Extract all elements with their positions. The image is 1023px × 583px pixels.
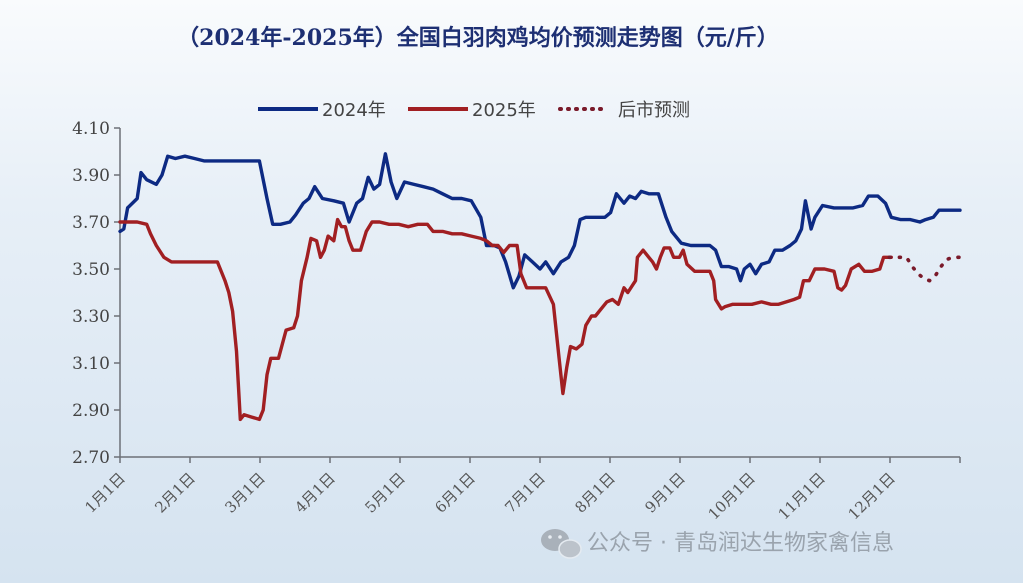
x-tick-label: 11月1日 — [775, 469, 829, 523]
wechat-icon — [541, 529, 582, 559]
y-tick-label: 3.10 — [72, 354, 110, 374]
x-tick-label: 10月1日 — [705, 469, 759, 523]
series-line-2025 — [118, 217, 893, 422]
watermark-text: 公众号 · 青岛润达生物家禽信息 — [587, 531, 894, 556]
y-tick-label: 3.90 — [72, 166, 110, 186]
legend-label-2024: 2024年 — [322, 100, 386, 121]
legend-label-forecast: 后市预测 — [618, 100, 690, 121]
series-line-forecast — [887, 255, 962, 283]
series-line-2024 — [118, 152, 962, 290]
legend: 2024年 2025年 后市预测 — [258, 100, 690, 121]
x-tick-label: 2月1日 — [151, 469, 198, 516]
chart-title: （2024年-2025年）全国白羽肉鸡均价预测走势图（元/斤） — [177, 25, 779, 51]
x-tick-label: 3月1日 — [221, 469, 268, 516]
plot-area — [118, 152, 962, 422]
y-tick-label: 4.10 — [72, 119, 110, 139]
x-tick-label: 5月1日 — [361, 469, 408, 516]
x-tick-label: 6月1日 — [431, 469, 478, 516]
x-tick-label: 9月1日 — [641, 469, 688, 516]
x-tick-label: 4月1日 — [291, 469, 338, 516]
y-tick-label: 3.50 — [72, 260, 110, 280]
x-tick-label: 8月1日 — [571, 469, 618, 516]
y-tick-label: 3.70 — [72, 213, 110, 233]
y-tick-label: 2.70 — [72, 448, 110, 468]
y-tick-label: 2.90 — [72, 401, 110, 421]
x-tick-label: 12月1日 — [845, 469, 899, 523]
watermark: 公众号 · 青岛润达生物家禽信息 — [541, 529, 894, 559]
x-tick-label: 7月1日 — [501, 469, 548, 516]
legend-label-2025: 2025年 — [472, 100, 536, 121]
y-tick-label: 3.30 — [72, 307, 110, 327]
x-tick-label: 1月1日 — [81, 469, 128, 516]
